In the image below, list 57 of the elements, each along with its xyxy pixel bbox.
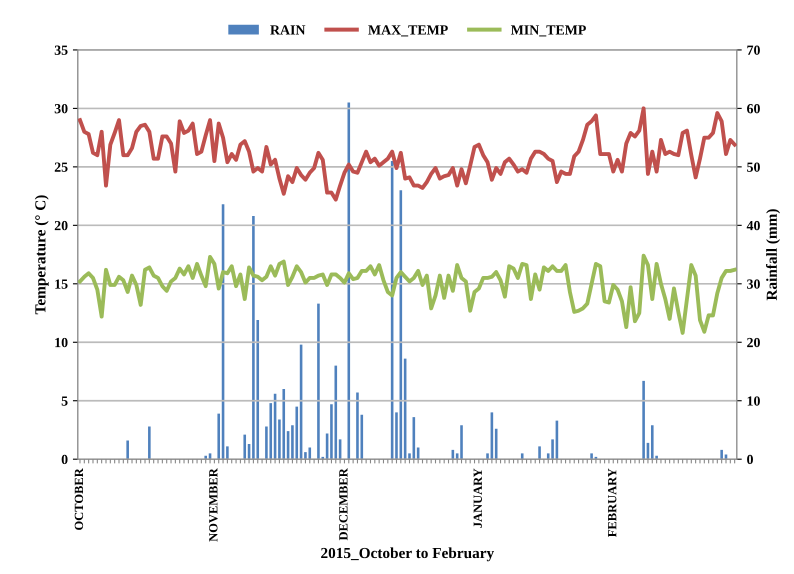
- bar: [222, 204, 224, 460]
- x-tick-label: FEBRUARY: [608, 468, 616, 538]
- bar: [538, 446, 541, 460]
- y-tick-label: 5: [62, 396, 68, 406]
- x-axis-title: 2015_October to February: [321, 547, 494, 562]
- y-tick-label: 35: [54, 46, 68, 55]
- x-tick-label: NOVEMBER: [209, 468, 218, 542]
- legend-label: MAX_TEMP: [368, 25, 448, 36]
- bar: [330, 404, 333, 460]
- bar: [148, 426, 151, 460]
- line-series: [78, 254, 737, 335]
- y2-tick-label: 0: [747, 454, 753, 464]
- bar: [494, 428, 498, 460]
- bar: [274, 394, 276, 460]
- bar: [460, 425, 463, 460]
- bar: [650, 425, 654, 460]
- y-tick-label: 10: [55, 338, 68, 348]
- y-tick-label: 25: [54, 162, 68, 172]
- x-tick-label: JANUARY: [474, 468, 482, 528]
- y2-tick-label: 20: [747, 338, 760, 348]
- y2-tick-label: 60: [747, 104, 760, 114]
- bar: [338, 439, 342, 460]
- bar: [347, 102, 350, 460]
- bar: [252, 216, 255, 460]
- y-tick-label: 20: [54, 220, 68, 230]
- bar: [282, 389, 286, 460]
- bar: [256, 320, 260, 460]
- bar: [317, 304, 320, 460]
- y-tick-label: 0: [62, 454, 68, 464]
- y2-tick-label: 70: [747, 46, 760, 55]
- bar: [126, 440, 129, 460]
- line-series: [78, 106, 737, 202]
- y-axis-title: Temperature (° C): [34, 195, 49, 314]
- bar: [356, 392, 359, 460]
- legend-label: RAIN: [270, 25, 306, 34]
- x-tick-label: OCTOBER: [74, 468, 84, 530]
- legend-label: MIN_TEMP: [510, 25, 586, 36]
- bar: [265, 426, 268, 460]
- bar: [208, 453, 212, 460]
- bar: [416, 448, 420, 460]
- bar: [295, 406, 298, 460]
- bar: [291, 425, 294, 460]
- y-tick-label: 15: [55, 279, 68, 289]
- bar: [334, 366, 338, 460]
- bar: [556, 420, 558, 460]
- y2-tick-label: 10: [748, 396, 760, 406]
- x-tick-label: DECEMBER: [339, 468, 348, 540]
- y2-tick-label: 40: [746, 220, 760, 230]
- bar: [300, 344, 302, 460]
- bar: [217, 414, 220, 460]
- y2-tick-label: 30: [747, 279, 760, 289]
- y-tick-label: 30: [54, 104, 68, 114]
- bar: [269, 403, 272, 460]
- bar: [308, 448, 312, 460]
- bar: [243, 434, 246, 460]
- y2-tick-label: 50: [747, 162, 760, 172]
- y2-axis-title: Rainfall (mm): [766, 209, 780, 300]
